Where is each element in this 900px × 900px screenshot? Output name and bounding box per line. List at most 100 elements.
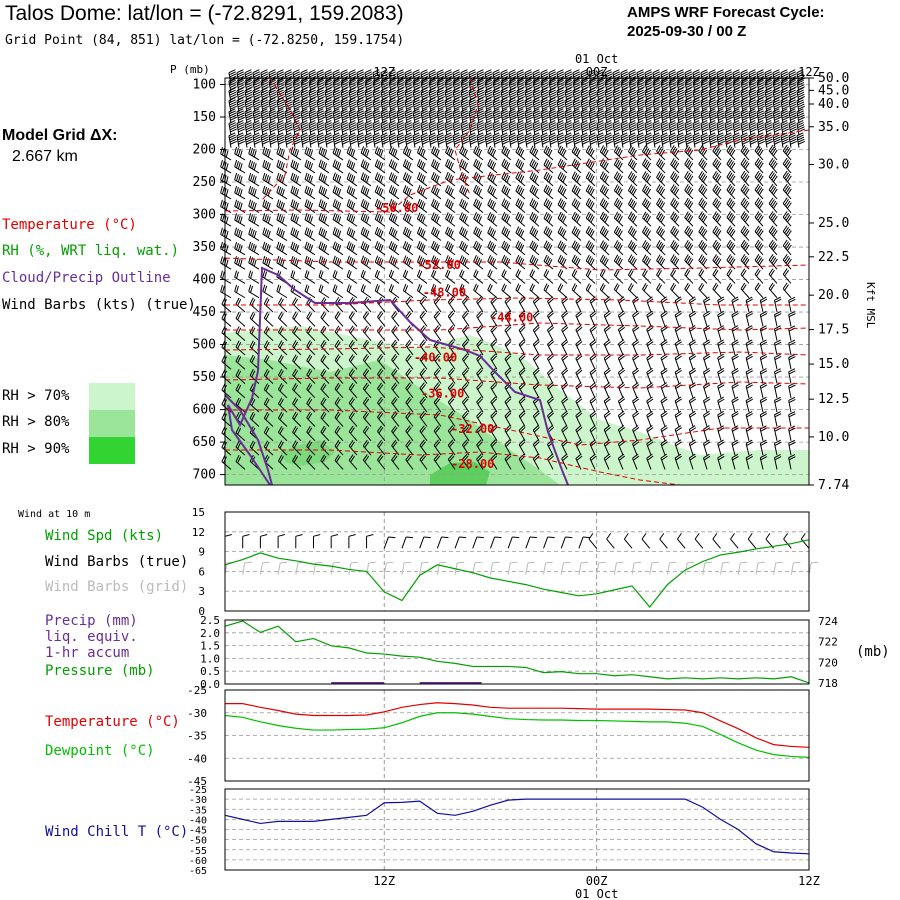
wind-barb-true [507,536,520,549]
legend-sfc-temperature: Temperature (°C) [45,714,180,730]
wind-barb [436,132,445,148]
wind-barb [348,119,357,136]
windchill-tick-label: -35 [189,805,207,816]
wind-barb [461,439,470,456]
wind-barb [726,239,736,256]
wind-barb [644,77,653,94]
wind-barb [346,185,358,200]
wind-barb [740,225,750,241]
wind-barb [580,69,589,85]
wind-barb [324,108,333,124]
wind-barb [670,239,680,256]
wind-barb [557,226,568,241]
wind-barb [332,284,344,299]
wind-barb [575,382,583,399]
wind-barb [500,119,509,136]
rh80-swatch [89,410,135,437]
wind-barb [599,240,610,256]
wind-barb [419,396,428,413]
wind-barb [524,77,533,94]
wind-barb [518,367,526,384]
wind-barb [561,367,569,384]
forecast-cycle-value: 2025-09-30 / 00 Z [627,23,747,40]
wind-barb [768,144,778,161]
wind-barb [501,269,512,284]
wind-barb [599,184,610,200]
wind-barb [575,396,583,413]
wind-barb [684,119,693,136]
wind-barb [529,198,540,213]
wind-barb [684,211,694,227]
wind-barb [636,132,645,148]
wind-barb [290,172,302,187]
wind-barb [561,310,569,327]
pressure-line [224,620,810,684]
wind-barb [508,97,517,113]
cloud-outline [227,266,569,486]
wind-barb [360,185,372,200]
wind-barb-grid [259,561,270,575]
wind-barb [547,296,554,313]
wind-barb [316,108,325,124]
wind-barb [712,239,722,256]
wind-barb [708,108,717,124]
wind-barb [561,382,569,399]
wind-barb [571,268,582,284]
wind-barb [688,410,697,427]
p-tick-label: 500 [193,338,216,353]
wind-barb [515,158,526,174]
wind-barb [599,171,610,187]
wind-barb [263,397,274,413]
wind-barb [620,119,629,136]
isotherm-label: -28.00 [451,457,494,471]
wind-barb [490,410,498,427]
wind-barb [717,382,725,399]
wind-barb [292,425,302,442]
wind-barb [405,368,414,384]
wind-barb [788,396,796,413]
wind-barb [348,132,357,148]
wind-barb [380,108,389,124]
wind-barb [236,87,245,103]
wind-barb [529,211,540,227]
wind-barb [220,241,232,256]
wind-barb [740,211,750,227]
wind-barb [740,268,750,284]
wind-barb [580,108,589,124]
model-grid-label: Model Grid ΔX: [2,127,118,144]
wind-barb [759,453,768,470]
wind-barb [391,339,400,356]
wind-barb-grid [684,561,695,575]
temp-tick-label: -45 [187,775,207,788]
wind-barb [447,353,456,370]
wind-barb [532,353,540,370]
wind-barb [740,170,750,187]
wind-barb [416,255,428,270]
wind-barb-grid [702,561,712,575]
wind-barb [405,339,414,356]
wind-barb [768,254,778,270]
wind-barb [580,132,589,148]
wind-barb [670,282,680,299]
kft-tick-label: 12.5 [818,392,849,407]
wind-barb [501,211,512,227]
wind-barb [316,119,325,136]
wind-barb [688,396,697,413]
wind-barb [636,87,645,103]
isotherm-line [225,449,681,486]
legend-rh: RH (%, WRT liq. wat.) [2,243,180,259]
wind-barb [473,212,484,227]
wind-barb [402,198,414,213]
wind-barb [782,225,792,241]
wind-barb [754,170,764,187]
wind-barb [362,439,372,456]
wind-barb [547,353,554,370]
wind-barb [235,311,246,327]
isotherm-line [225,297,809,306]
wind-barb [612,108,621,124]
wind-barb [292,383,302,399]
wind-barb [332,172,344,187]
temp-tick-label: -40 [187,752,207,765]
precip-panel-frame [224,619,810,685]
wind-barb [768,211,778,227]
